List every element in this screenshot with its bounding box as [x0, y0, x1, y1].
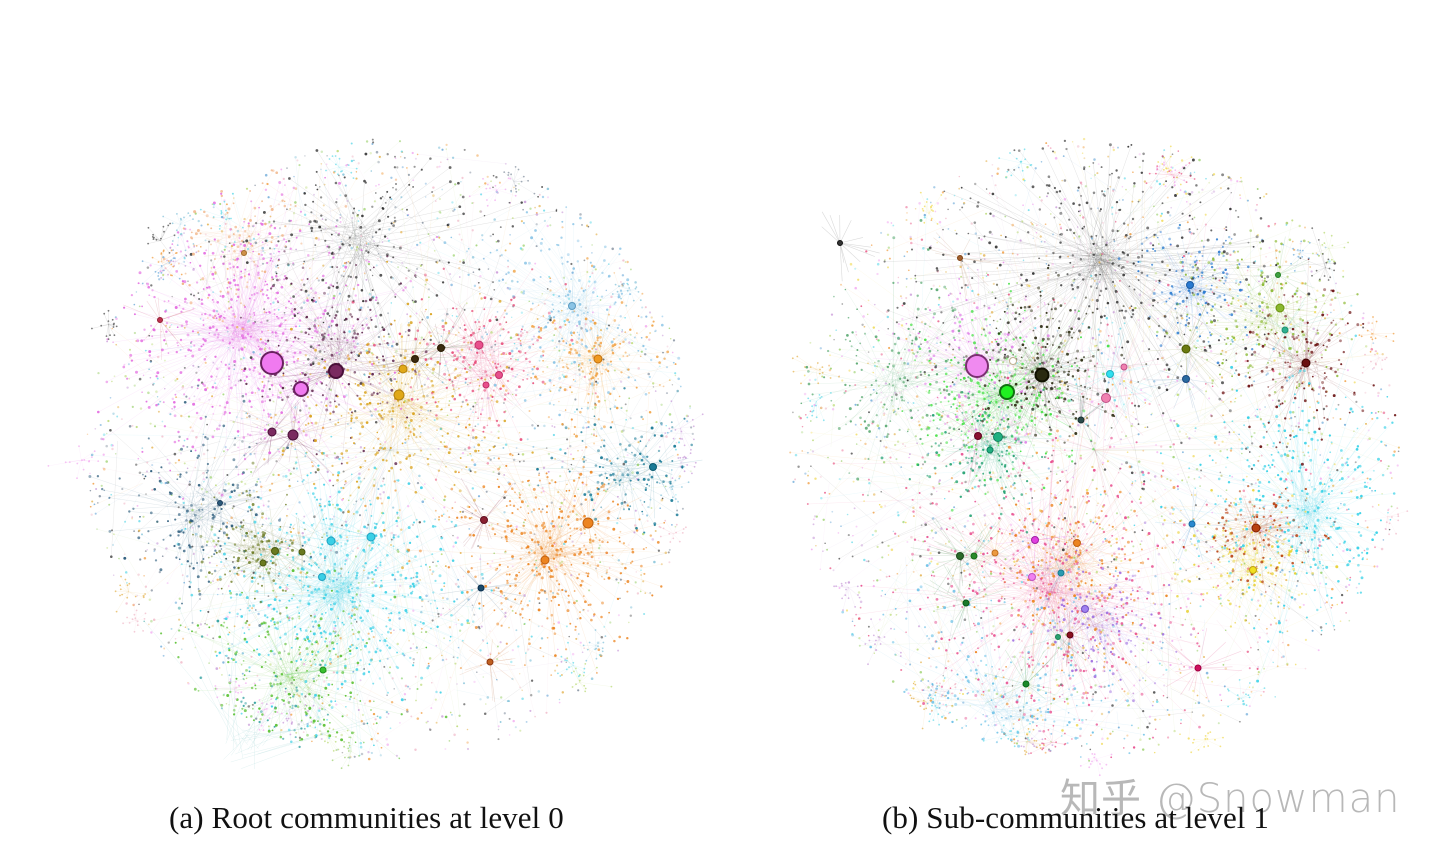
hub-node [1249, 566, 1257, 574]
hub-node [1077, 416, 1085, 424]
hub-node [1028, 573, 1036, 581]
hub-node [474, 340, 484, 350]
hub-node [486, 658, 494, 666]
hub-node [271, 547, 279, 555]
hub-node [1275, 303, 1285, 313]
hub-node [993, 432, 1003, 442]
hub-node [568, 302, 576, 310]
hub-node [837, 240, 843, 246]
hub-node [1101, 393, 1111, 403]
hub-node [956, 552, 964, 560]
hub-node [1073, 539, 1081, 547]
hub-node [217, 500, 223, 506]
hub-node [293, 381, 309, 397]
hub-node [1188, 520, 1196, 528]
hub-node [326, 536, 336, 546]
network-graph-level-0 [47, 138, 704, 770]
hub-node [974, 432, 982, 440]
hub-node [287, 429, 299, 441]
hub-node [582, 517, 594, 529]
hub-node [1186, 281, 1194, 289]
hub-node [328, 363, 344, 379]
hub-node [398, 364, 408, 374]
hub-node [241, 250, 247, 256]
hub-node [267, 427, 277, 437]
caption-a: (a) Root communities at level 0 [169, 800, 564, 835]
hub-node [1301, 358, 1311, 368]
hub-node [411, 355, 419, 363]
hub-node [1106, 370, 1114, 378]
hub-node [957, 255, 963, 261]
hub-node [437, 344, 445, 352]
hub-node [1009, 357, 1017, 365]
hub-node [986, 446, 994, 454]
hub-node [318, 573, 326, 581]
hub-node [970, 552, 978, 560]
hub-node [1275, 272, 1281, 278]
hub-node [1181, 344, 1191, 354]
hub-node [1022, 680, 1030, 688]
hub-node [1194, 664, 1202, 672]
hub-node [991, 549, 999, 557]
hub-node [1281, 326, 1289, 334]
hub-node [298, 548, 306, 556]
hub-node [482, 381, 490, 389]
hub-node [1034, 367, 1050, 383]
graph-panel-sub-communities [750, 90, 1440, 790]
hub-node [999, 384, 1015, 400]
hub-node [319, 666, 327, 674]
network-graph-level-1 [789, 137, 1409, 777]
hub-node [366, 532, 376, 542]
hub-node [1066, 631, 1074, 639]
hub-node [259, 559, 267, 567]
hub-node [1081, 605, 1089, 613]
hub-node [1057, 569, 1065, 577]
hub-node [649, 463, 657, 471]
edges-layer [790, 141, 1408, 776]
hub-node [1182, 375, 1190, 383]
hub-node [1120, 363, 1128, 371]
hub-node [1055, 634, 1061, 640]
hub-node [157, 317, 163, 323]
hub-node [260, 351, 284, 375]
hub-node [965, 354, 989, 378]
hub-node [477, 584, 485, 592]
hub-node [480, 516, 488, 524]
nodes-layer [47, 138, 704, 770]
hub-node [1251, 523, 1261, 533]
hub-node [1031, 536, 1039, 544]
graph-panel-root-communities [40, 90, 740, 790]
caption-b: (b) Sub-communities at level 1 [882, 800, 1269, 835]
watermark: 知乎 @Snowman [1060, 776, 1401, 822]
hub-node [962, 599, 970, 607]
hub-node [393, 389, 405, 401]
hub-node [540, 555, 550, 565]
hub-node [593, 354, 603, 364]
hub-node [495, 371, 503, 379]
nodes-layer [789, 137, 1409, 777]
